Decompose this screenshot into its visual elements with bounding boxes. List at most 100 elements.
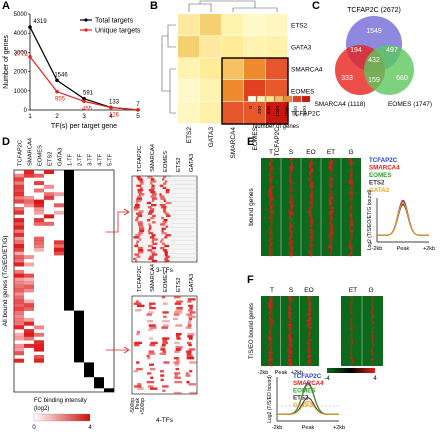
heat-signal	[176, 337, 181, 340]
heat-signal	[309, 181, 314, 184]
x-axis-label: TF(s) per target gene	[51, 123, 117, 130]
heat-signal	[371, 308, 374, 311]
category-block	[94, 377, 104, 389]
heat-signal	[372, 347, 373, 350]
heat-signal	[310, 175, 313, 178]
heat-signal	[160, 346, 166, 349]
heat-signal	[307, 315, 310, 318]
heat-signal	[372, 354, 374, 357]
heat-signal	[187, 300, 192, 303]
heat-signal	[159, 203, 166, 207]
intensity-cell	[14, 306, 24, 311]
heat-signal	[350, 317, 352, 319]
heat-signal	[351, 232, 353, 235]
heat-signal	[149, 225, 152, 228]
heat-signal	[185, 326, 192, 329]
heat-signal	[308, 207, 312, 210]
heatmap-cell	[178, 58, 200, 80]
heat-signal	[270, 220, 273, 223]
heat-col-label: SMARCA4	[150, 263, 156, 292]
heat-signal	[289, 252, 294, 255]
profile-x-tick: Peak	[397, 246, 410, 252]
intensity-cell	[24, 255, 34, 260]
heat-signal	[161, 242, 165, 245]
venn-region-s-e: 159	[368, 77, 380, 84]
heat-signal	[289, 300, 292, 302]
heat-signal	[270, 218, 272, 222]
col-label: ETS2	[186, 127, 193, 144]
heat-signal	[188, 317, 193, 321]
heat-signal	[175, 367, 180, 371]
scale-min: -4	[324, 376, 330, 382]
heat-signal	[309, 165, 312, 169]
legend-swatch	[301, 95, 311, 103]
intensity-cell	[24, 318, 34, 322]
heat-signal	[309, 179, 312, 182]
heat-signal	[350, 208, 352, 212]
heat-signal	[136, 304, 145, 308]
panel-f: T S EO ET GT/S/EO bound genes-2kb Peak +2kb-4 4…	[249, 287, 383, 431]
heat-signal	[165, 201, 172, 205]
heat-signal	[348, 181, 354, 184]
heat-signal	[307, 312, 312, 315]
heat-signal	[188, 315, 196, 318]
heat-signal	[290, 361, 292, 364]
col-label: SMARCA4	[28, 137, 34, 166]
heat-signal	[307, 347, 310, 350]
heat-signal	[136, 330, 141, 334]
heat-signal	[309, 234, 314, 237]
heat-signal	[149, 367, 156, 371]
heat-signal	[134, 253, 139, 256]
intensity-cell	[14, 292, 24, 297]
profile-x-tick: -2kb	[272, 425, 283, 431]
intensity-cell	[14, 173, 24, 178]
heat-signal	[139, 186, 143, 190]
data-label-unique: 955	[55, 97, 66, 103]
heat-col-label: TCFAP2C	[137, 146, 143, 172]
heat-signal	[164, 251, 168, 254]
heat-signal	[150, 341, 158, 345]
intensity-cell	[24, 288, 34, 293]
heat-col-label: SMARCA4	[150, 143, 156, 172]
heat-signal	[308, 357, 311, 360]
heat-signal	[151, 246, 157, 250]
heat-signal	[148, 231, 153, 235]
legend-swatch	[265, 95, 275, 103]
heat-signal	[137, 246, 143, 250]
heat-signal	[176, 300, 183, 303]
heat-signal	[350, 335, 352, 337]
heat-signal	[349, 224, 354, 227]
heat-signal	[151, 184, 155, 187]
intensity-cell	[34, 236, 44, 241]
heat-signal	[138, 231, 143, 235]
heat-signal	[288, 307, 292, 309]
data-label-total: 591	[83, 91, 94, 97]
heat-signal	[309, 244, 313, 247]
heat-signal	[350, 304, 352, 307]
heat-signal	[269, 199, 274, 202]
intensity-cell	[14, 262, 24, 267]
heat-signal	[150, 195, 156, 198]
legend-swatch	[247, 95, 257, 103]
heat-signal	[138, 223, 143, 226]
heat-signal	[175, 335, 180, 338]
heat-signal	[371, 349, 373, 351]
heat-signal	[328, 210, 334, 214]
heat-signal	[289, 173, 292, 176]
profile-line	[376, 203, 430, 236]
col-label: 1-TF	[68, 153, 74, 166]
heat-signal	[290, 232, 293, 235]
heat-signal	[270, 242, 274, 245]
heat-signal	[186, 313, 193, 316]
heat-signal	[309, 328, 312, 330]
col-label: S	[289, 287, 294, 294]
profile-legend-label: SMARCA4	[369, 165, 400, 172]
heat-signal	[349, 175, 353, 178]
heatmap-cell	[266, 102, 288, 124]
heat-signal	[135, 234, 141, 237]
intensity-cell	[14, 251, 24, 256]
heat-signal	[161, 343, 166, 347]
heat-signal	[350, 318, 353, 321]
heat-signal	[308, 364, 310, 367]
heat-signal	[270, 197, 274, 200]
